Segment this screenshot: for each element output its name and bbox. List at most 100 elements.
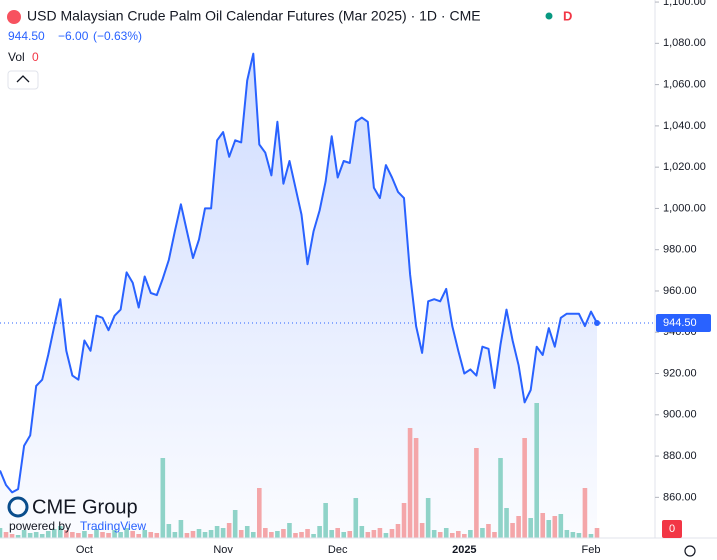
- volume-bar: [196, 529, 202, 538]
- y-tick-label: 880.00: [663, 450, 697, 462]
- y-tick-label: 860.00: [663, 491, 697, 503]
- volume-bar: [353, 498, 359, 538]
- y-tick-label: 1,080.00: [663, 37, 706, 49]
- volume-bar: [76, 533, 81, 538]
- y-tick-label: 980.00: [663, 244, 697, 256]
- volume-bar: [21, 530, 27, 538]
- volume-bar: [510, 523, 515, 538]
- brand: CME Group: [32, 496, 138, 518]
- volume-bar: [329, 530, 334, 538]
- y-tick-label: 900.00: [663, 409, 697, 421]
- volume-bar: [250, 532, 256, 538]
- status-dot: [545, 12, 553, 20]
- y-tick-label: 1,100.00: [663, 0, 706, 8]
- volume-bar: [287, 523, 292, 538]
- vol-value: 0: [32, 50, 39, 64]
- volume-bar: [39, 534, 45, 538]
- volume-bar: [456, 531, 461, 538]
- last-price-label: 944.50: [663, 317, 697, 329]
- volume-bar: [257, 488, 262, 538]
- volume-bar: [389, 529, 395, 538]
- volume-bar: [474, 448, 479, 538]
- volume-bar: [377, 528, 383, 538]
- volume-bar: [15, 535, 21, 538]
- volume-bar: [220, 528, 226, 538]
- volume-bar: [383, 533, 389, 538]
- volume-bar: [214, 526, 220, 538]
- y-tick-label: 1,040.00: [663, 120, 706, 132]
- volume-bar: [323, 503, 328, 538]
- settings-icon[interactable]: [684, 545, 696, 557]
- volume-bar: [190, 531, 196, 538]
- volume-bar: [58, 526, 63, 538]
- change-pct: (−0.63%): [93, 29, 142, 43]
- volume-bar: [106, 533, 111, 538]
- price-area: [0, 53, 597, 538]
- volume-bar: [443, 528, 449, 538]
- x-tick-label: 2025: [452, 544, 476, 556]
- x-tick-label: Feb: [581, 544, 600, 556]
- volume-bar: [425, 498, 431, 538]
- collapse-button[interactable]: [7, 70, 39, 90]
- volume-bar: [371, 530, 377, 538]
- volume-bar: [419, 523, 425, 538]
- x-tick-label: Nov: [213, 544, 233, 556]
- volume-bar: [70, 532, 75, 538]
- collapse-icon: [16, 75, 30, 83]
- vol-label: Vol: [8, 50, 25, 64]
- volume-bar: [27, 533, 33, 538]
- volume-bar: [154, 533, 160, 538]
- last-volume-label: 0: [669, 523, 675, 535]
- y-tick-label: 1,060.00: [663, 79, 706, 91]
- volume-bar: [45, 531, 51, 538]
- volume-bar: [347, 531, 353, 538]
- volume-bar: [462, 534, 467, 538]
- volume-bar: [172, 532, 178, 538]
- volume-bar: [317, 526, 322, 538]
- volume-bar: [100, 532, 105, 538]
- last-price-box: [656, 313, 711, 332]
- volume-bar: [275, 531, 280, 538]
- y-tick-label: 920.00: [663, 367, 697, 379]
- volume-bar: [486, 524, 491, 538]
- volume-bar: [112, 530, 117, 538]
- volume-bar: [202, 532, 208, 538]
- volume-bar: [534, 403, 539, 538]
- volume-bar: [540, 513, 546, 538]
- volume-bar: [558, 514, 564, 538]
- volume-bar: [51, 529, 57, 538]
- last-volume-box: [662, 520, 682, 538]
- x-tick-label: Oct: [76, 544, 93, 556]
- volume-bar: [166, 524, 172, 538]
- volume-bar: [413, 438, 419, 538]
- volume-bar: [178, 520, 184, 538]
- volume-bar: [244, 526, 250, 538]
- change: −6.00: [58, 29, 89, 43]
- flag: D: [563, 8, 572, 23]
- volume-bar: [359, 526, 365, 538]
- volume-bar: [480, 528, 485, 538]
- volume-bar: [33, 532, 39, 538]
- volume-bar: [82, 531, 87, 538]
- volume-bar: [564, 530, 570, 538]
- volume-bar: [504, 508, 509, 538]
- volume-bar: [594, 528, 600, 538]
- symbol-icon: [7, 10, 21, 24]
- volume-bar: [142, 530, 148, 538]
- volume-bar: [311, 534, 316, 538]
- y-tick-label: 1,000.00: [663, 202, 706, 214]
- volume-bar: [64, 530, 69, 538]
- powered: powered by: [9, 519, 71, 533]
- price-line: [0, 52, 598, 494]
- volume-bar: [124, 528, 129, 538]
- volume-bar: [437, 532, 443, 538]
- volume-bar: [522, 438, 527, 538]
- volume-bar: [208, 530, 214, 538]
- volume-bar: [492, 532, 497, 538]
- cme-logo: [7, 496, 29, 518]
- tradingview: TradingView: [80, 519, 146, 533]
- last-price: 944.50: [8, 29, 45, 43]
- volume-bar: [516, 516, 521, 538]
- volume-bar: [94, 529, 99, 538]
